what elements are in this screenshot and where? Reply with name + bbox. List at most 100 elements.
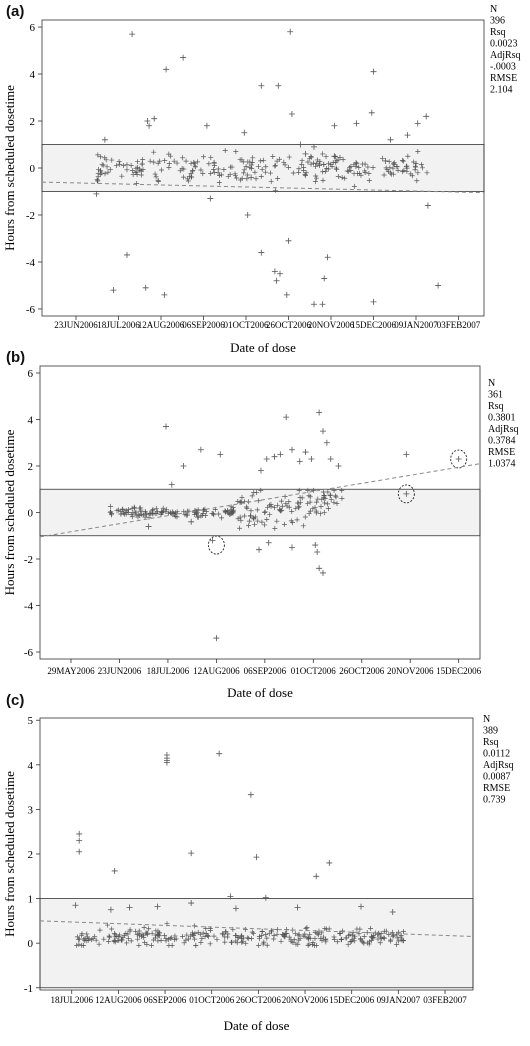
- data-point: [308, 456, 315, 463]
- data-point: [272, 163, 278, 169]
- fit-statistic: AdjRsq: [488, 424, 519, 435]
- data-point: [198, 940, 204, 946]
- x-axis-title: Date of dose: [224, 1018, 290, 1033]
- data-point: [188, 518, 195, 525]
- data-point: [84, 934, 90, 940]
- data-point: [146, 122, 153, 129]
- data-point: [243, 504, 249, 510]
- data-point: [419, 165, 425, 171]
- data-point: [238, 518, 244, 524]
- data-point: [333, 154, 339, 160]
- data-point: [203, 926, 209, 932]
- data-point: [74, 934, 80, 940]
- data-point: [286, 504, 292, 510]
- data-point: [299, 158, 305, 164]
- data-point: [127, 928, 133, 934]
- data-point: [278, 498, 284, 504]
- data-point: [111, 867, 118, 874]
- highlight-circle: [450, 449, 468, 469]
- data-point: [163, 759, 170, 766]
- data-point: [297, 141, 304, 148]
- x-tick-label: 18JUL2006: [97, 320, 140, 330]
- data-point: [286, 154, 292, 160]
- data-point: [254, 507, 260, 513]
- data-point: [314, 161, 320, 167]
- data-point: [249, 493, 255, 499]
- data-point: [356, 164, 362, 170]
- data-point: [136, 933, 142, 939]
- data-point: [356, 931, 362, 937]
- data-point: [211, 160, 217, 166]
- data-point: [257, 467, 264, 474]
- fit-statistic: N: [483, 714, 490, 725]
- data-point: [251, 489, 257, 495]
- data-point: [306, 941, 312, 947]
- data-point: [249, 159, 255, 165]
- data-point: [390, 933, 396, 939]
- data-point: [249, 165, 255, 171]
- data-point: [390, 165, 396, 171]
- data-point: [377, 940, 383, 946]
- data-point: [167, 509, 173, 515]
- data-point: [126, 507, 132, 513]
- data-point: [232, 171, 238, 177]
- data-point: [347, 932, 353, 938]
- data-point: [129, 168, 135, 174]
- data-point: [265, 504, 271, 510]
- y-tick-label: 0: [28, 508, 34, 520]
- data-point: [144, 118, 151, 125]
- data-point: [102, 171, 108, 177]
- fit-statistic: RMSE: [483, 783, 510, 794]
- data-point: [216, 180, 222, 186]
- data-point: [337, 154, 343, 160]
- data-point: [166, 165, 172, 171]
- data-point: [262, 510, 268, 516]
- data-point: [379, 155, 385, 161]
- data-point: [319, 569, 326, 576]
- data-point: [301, 168, 307, 174]
- data-point: [244, 176, 250, 182]
- data-point: [244, 172, 250, 178]
- data-point: [76, 837, 83, 844]
- data-point: [108, 512, 114, 518]
- data-point: [337, 931, 343, 937]
- y-tick-label: -1: [24, 983, 33, 995]
- data-point: [88, 937, 94, 943]
- data-point: [283, 501, 289, 507]
- data-point: [307, 508, 313, 514]
- data-point: [323, 439, 330, 446]
- data-point: [277, 270, 283, 277]
- fit-statistic: Rsq: [490, 27, 506, 38]
- data-point: [313, 173, 319, 179]
- data-point: [125, 931, 131, 937]
- data-point: [408, 171, 414, 177]
- data-point: [122, 511, 128, 517]
- data-point: [234, 175, 240, 181]
- data-point: [188, 900, 195, 907]
- data-point: [305, 487, 311, 493]
- data-point: [227, 171, 233, 177]
- data-point: [297, 500, 303, 506]
- data-point: [248, 174, 255, 181]
- data-point: [234, 940, 240, 946]
- y-tick-label: -6: [24, 647, 34, 659]
- data-point: [302, 449, 309, 456]
- data-point: [174, 160, 180, 166]
- data-point: [129, 514, 135, 520]
- data-point: [302, 150, 309, 157]
- data-point: [313, 163, 319, 169]
- data-point: [368, 109, 375, 116]
- x-tick-label: 26OCT2006: [266, 320, 312, 330]
- x-tick-label: 06SEP2006: [244, 666, 287, 676]
- data-point: [340, 156, 346, 162]
- data-point: [228, 939, 234, 945]
- data-point: [359, 938, 365, 944]
- x-tick-label: 29MAY2006: [47, 666, 95, 676]
- data-point: [354, 161, 360, 167]
- data-point: [135, 936, 141, 942]
- data-point: [258, 82, 265, 89]
- data-point: [110, 287, 117, 294]
- data-point: [368, 937, 374, 943]
- data-point: [152, 171, 158, 177]
- y-tick-label: 1: [28, 894, 34, 906]
